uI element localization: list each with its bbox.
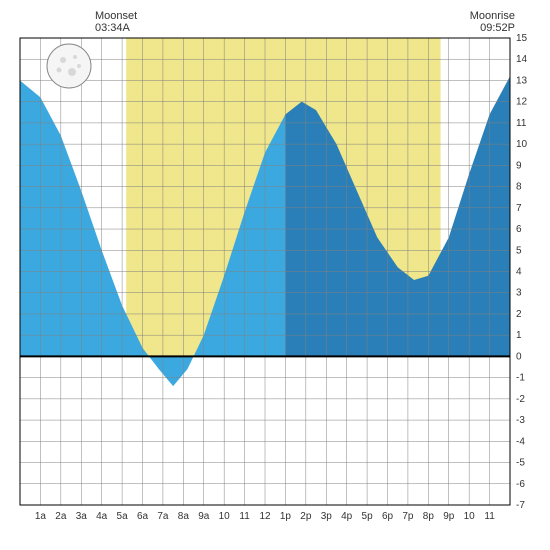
svg-text:10: 10	[464, 511, 476, 522]
svg-text:4a: 4a	[96, 511, 108, 522]
svg-text:10: 10	[219, 511, 231, 522]
svg-text:1a: 1a	[35, 511, 47, 522]
svg-text:-7: -7	[516, 500, 525, 511]
moonset-time: 03:34A	[95, 22, 137, 34]
svg-text:4p: 4p	[341, 511, 353, 522]
svg-text:-4: -4	[516, 436, 525, 447]
svg-text:1: 1	[516, 330, 522, 341]
svg-text:5: 5	[516, 245, 522, 256]
svg-text:3p: 3p	[321, 511, 333, 522]
svg-text:13: 13	[516, 75, 528, 86]
svg-text:1p: 1p	[280, 511, 292, 522]
svg-text:4: 4	[516, 267, 522, 278]
svg-text:15: 15	[516, 33, 528, 44]
svg-text:7: 7	[516, 203, 522, 214]
svg-text:0: 0	[516, 351, 522, 362]
svg-text:8p: 8p	[423, 511, 435, 522]
svg-text:11: 11	[516, 118, 527, 129]
svg-text:9p: 9p	[443, 511, 455, 522]
svg-text:2: 2	[516, 309, 522, 320]
svg-text:-6: -6	[516, 479, 525, 490]
svg-text:5a: 5a	[117, 511, 129, 522]
svg-text:12: 12	[516, 97, 528, 108]
svg-text:11: 11	[484, 511, 495, 522]
svg-text:12: 12	[259, 511, 271, 522]
svg-text:6p: 6p	[382, 511, 394, 522]
svg-text:7p: 7p	[402, 511, 414, 522]
svg-text:2a: 2a	[55, 511, 67, 522]
svg-text:11: 11	[239, 511, 250, 522]
svg-text:8a: 8a	[178, 511, 190, 522]
tide-chart-container: Moonset 03:34A Moonrise 09:52P -7 -6 -5 -4 -…	[10, 10, 540, 540]
moonset-label: Moonset	[95, 10, 137, 22]
svg-text:14: 14	[516, 54, 528, 65]
svg-text:-3: -3	[516, 415, 525, 426]
svg-text:3a: 3a	[76, 511, 88, 522]
svg-text:3: 3	[516, 288, 522, 299]
moonset-block: Moonset 03:34A	[95, 10, 137, 34]
svg-text:8: 8	[516, 182, 522, 193]
svg-text:-2: -2	[516, 394, 525, 405]
svg-text:6: 6	[516, 224, 522, 235]
svg-text:9a: 9a	[198, 511, 210, 522]
moon-phase-icon	[45, 42, 93, 90]
svg-text:7a: 7a	[157, 511, 169, 522]
svg-text:9: 9	[516, 160, 522, 171]
moonrise-label: Moonrise	[470, 10, 515, 22]
svg-text:-1: -1	[516, 373, 525, 384]
svg-text:-5: -5	[516, 458, 525, 469]
svg-text:2p: 2p	[300, 511, 312, 522]
moonrise-block: Moonrise 09:52P	[470, 10, 515, 34]
svg-text:10: 10	[516, 139, 528, 150]
svg-text:5p: 5p	[362, 511, 374, 522]
svg-text:6a: 6a	[137, 511, 149, 522]
moonrise-time: 09:52P	[470, 22, 515, 34]
